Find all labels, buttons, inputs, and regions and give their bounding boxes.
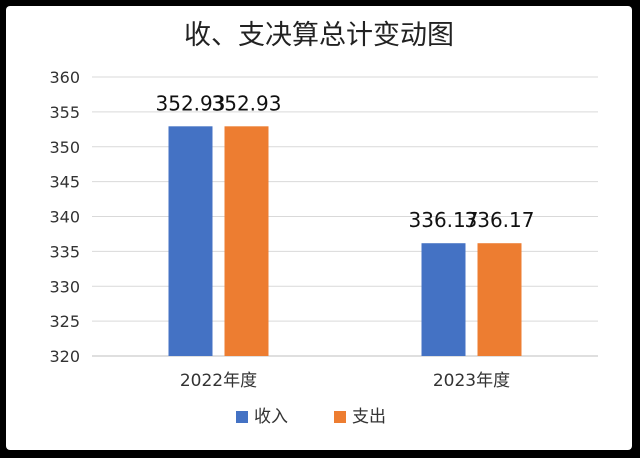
x-category-label: 2022年度 [180, 371, 257, 391]
y-tick-label: 340 [49, 208, 80, 227]
bar-chart: 收、支决算总计变动图 320 325 330 335 340 345 350 355 360 3… [49, 20, 598, 427]
legend-swatch [236, 411, 248, 423]
y-tick-label: 350 [49, 138, 80, 157]
legend-swatch [334, 411, 346, 423]
y-tick-label: 345 [49, 173, 80, 192]
chart-title: 收、支决算总计变动图 [184, 20, 454, 51]
y-axis-ticks: 320 325 330 335 340 345 350 355 360 [49, 68, 80, 366]
y-tick-label: 335 [49, 242, 80, 261]
legend-label: 收入 [254, 407, 288, 427]
y-tick-label: 330 [49, 277, 80, 296]
bar-收入 [168, 126, 213, 356]
data-label: 336.17 [465, 208, 535, 232]
bars [168, 126, 522, 356]
data-label: 352.93 [212, 91, 282, 115]
bar-收入 [421, 243, 466, 356]
y-tick-label: 325 [49, 312, 80, 331]
data-label: 352.93 [156, 91, 226, 115]
bar-支出 [224, 126, 269, 356]
x-category-label: 2023年度 [433, 371, 510, 391]
y-tick-label: 320 [49, 347, 80, 366]
legend-label: 支出 [352, 407, 386, 427]
data-label: 336.17 [409, 208, 479, 232]
x-axis-categories: 2022年度 2023年度 [180, 371, 510, 391]
y-tick-label: 355 [49, 103, 80, 122]
bar-支出 [477, 243, 522, 356]
legend: 收入 支出 [236, 407, 386, 427]
y-tick-label: 360 [49, 68, 80, 87]
chart-card: 收、支决算总计变动图 320 325 330 335 340 345 350 355 360 3… [6, 6, 632, 450]
